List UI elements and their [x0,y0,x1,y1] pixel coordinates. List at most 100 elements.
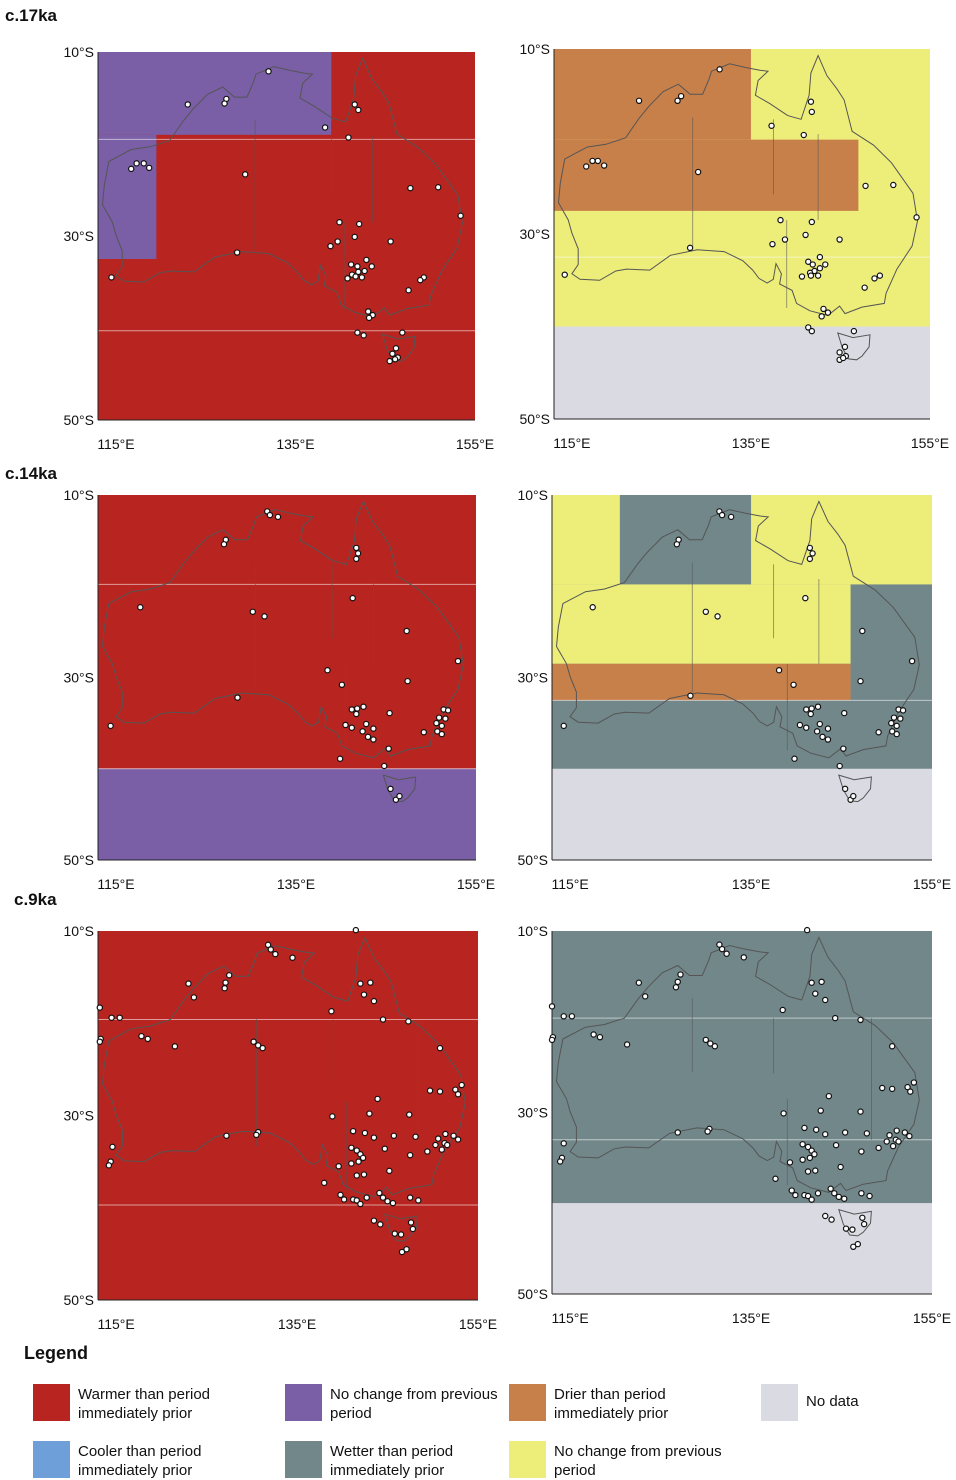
site-marker [223,1132,230,1139]
site-marker [707,1040,714,1047]
site-marker [723,950,730,957]
lon-tick-label: 135°E [732,876,770,892]
region-no-change-temp [98,134,157,259]
lat-tick-label: 10°S [63,487,94,503]
site-marker [354,550,362,557]
legend-swatch-no-data [761,1384,798,1421]
site-marker [364,733,372,741]
site-marker [220,541,228,548]
site-marker [819,733,826,741]
site-marker [910,1079,918,1086]
site-marker [433,719,440,727]
legend-label-no-data: No data [806,1393,859,1410]
site-marker [796,721,804,729]
site-marker [837,1163,844,1171]
site-marker [386,709,393,717]
region-no-change-moisture [552,495,620,585]
australia-coastline [555,936,920,1193]
site-marker [779,1006,786,1014]
site-marker [824,725,832,732]
site-marker [635,97,643,105]
site-marker [391,1230,398,1237]
region-warmer [98,495,476,769]
site-marker [442,715,449,722]
lon-tick-label: 115°E [97,876,134,892]
site-marker [458,1081,465,1089]
map-17ka-temperature: 10°S 30°S 50°S 115°E 135°E 155°E [0,0,494,460]
lat-tick-label: 10°S [519,41,550,57]
site-marker [674,978,681,986]
site-marker [548,1036,556,1044]
site-marker [888,1085,896,1093]
site-marker [321,124,329,131]
site-marker [798,273,806,280]
lat-tick-label: 10°S [517,923,548,939]
site-marker [850,792,857,800]
site-marker [813,728,821,735]
site-marker [266,511,274,519]
site-marker [405,1018,412,1025]
site-marker [886,1131,893,1139]
site-marker [862,182,869,190]
site-marker [780,1110,787,1117]
lon-tick-label: 135°E [277,876,315,892]
site-marker [740,954,748,961]
site-marker [799,1156,806,1163]
legend-label-warmer: Warmer than period immediately prior [78,1386,210,1422]
site-marker [389,1199,397,1207]
lon-tick-label: 155°E [913,1310,951,1326]
site-marker [804,1168,812,1175]
site-marker [808,979,815,986]
lat-tick-label: 30°S [63,1108,94,1124]
site-marker [897,715,904,722]
site-marker [888,1043,896,1050]
site-marker [860,1220,868,1228]
site-marker [329,1113,336,1120]
site-marker [641,993,649,1000]
site-marker [352,273,359,280]
site-marker [672,984,680,991]
site-marker [816,253,824,261]
site-marker [454,1136,462,1143]
site-marker [356,220,363,228]
site-marker [908,657,916,665]
region-no-data [554,326,930,419]
site-marker [677,92,685,100]
lon-tick-label: 115°E [97,1316,134,1332]
map-14ka-temperature: 10°S 30°S 50°S 115°E 135°E 155°E [0,441,495,901]
site-marker [368,263,375,270]
site-marker [893,730,900,738]
site-marker [338,681,346,688]
site-marker [133,160,140,167]
lon-tick-label: 115°E [97,436,134,452]
site-marker [454,1091,462,1098]
site-marker [718,511,726,519]
site-marker [786,1159,794,1166]
site-marker [432,1141,439,1149]
site-marker [353,555,360,563]
site-marker [366,1110,373,1117]
site-marker [352,926,360,934]
site-marker [788,1187,795,1194]
lon-tick-label: 135°E [732,1310,770,1326]
legend-label-cooler: Cooler than period immediately prior [78,1443,202,1479]
site-marker [560,722,567,730]
site-marker [875,729,882,736]
site-marker [871,275,878,282]
legend-label-wetter: Wetter than period immediately prior [330,1443,454,1479]
site-marker [360,332,367,339]
lon-tick-label: 155°E [913,876,951,892]
site-marker [357,1200,364,1208]
site-marker [116,1014,123,1021]
site-marker [406,1151,414,1159]
site-marker [714,613,721,620]
site-marker [381,762,388,770]
site-marker [221,984,228,992]
site-marker [128,165,135,173]
site-marker [335,1163,342,1170]
site-marker [249,608,256,615]
site-marker [390,1132,398,1139]
site-marker [242,171,249,178]
